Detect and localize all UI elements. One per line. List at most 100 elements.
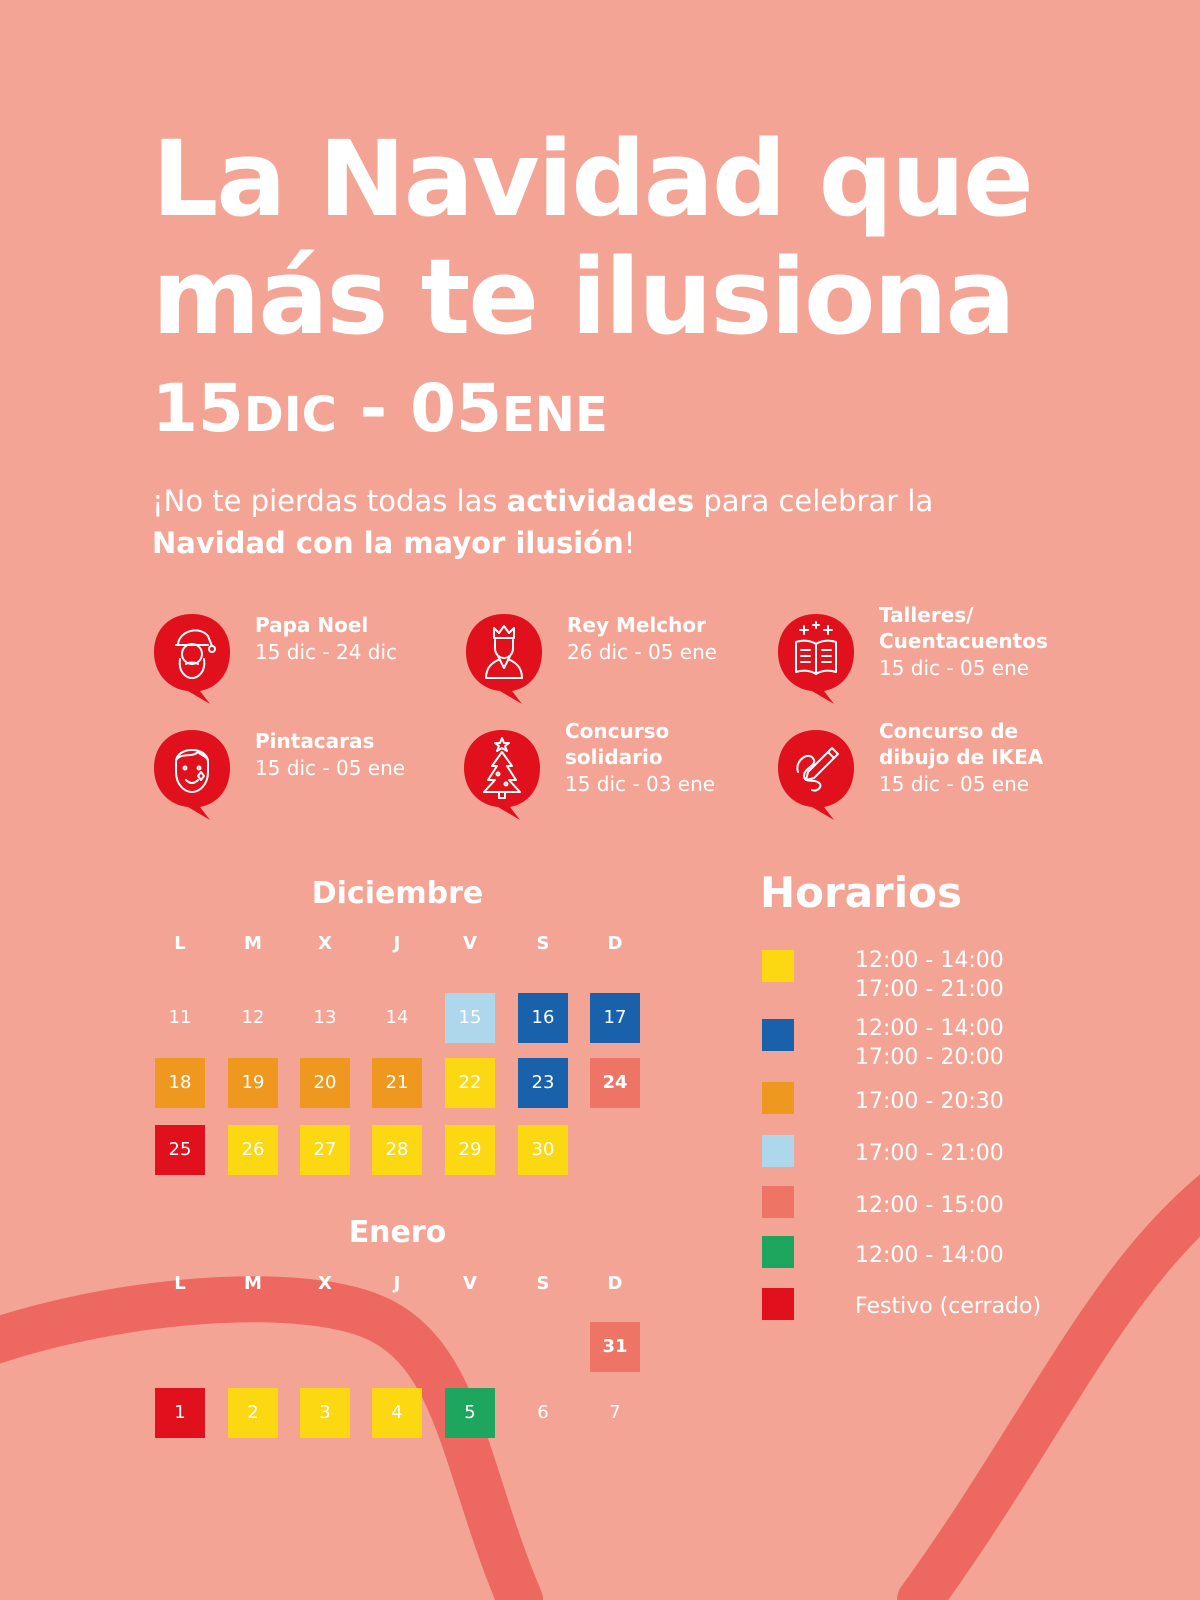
king-melchor-icon	[466, 614, 542, 704]
calendar-day-january: 1	[155, 1388, 205, 1438]
activity-name: Rey Melchor	[567, 613, 706, 637]
calendar-day-december: 24	[590, 1058, 640, 1108]
legend-hours-line: 17:00 - 21:00	[855, 977, 1004, 1002]
calendar-day-december: 22	[445, 1058, 495, 1108]
legend-hours-line: 12:00 - 15:00	[855, 1193, 1004, 1218]
legend-hours-line: Festivo (cerrado)	[855, 1294, 1042, 1319]
weekday-label: D	[607, 1273, 623, 1294]
weekday-label: J	[393, 933, 401, 954]
calendar-day-january: 4	[372, 1388, 422, 1438]
intro-bold: Navidad con la mayor ilusión	[152, 526, 624, 560]
legend-hours-line: 12:00 - 14:00	[855, 1016, 1004, 1041]
weekday-label: J	[393, 1273, 401, 1294]
activity-date: 15 dic - 05 ene	[879, 656, 1030, 680]
legend-hours: 12:00 - 14:00 17:00 - 21:00	[855, 946, 1004, 1004]
calendar-day-december: 13	[313, 1007, 337, 1028]
start-month: DIC	[243, 387, 337, 443]
calendar-day-december: 12	[241, 1007, 265, 1028]
activity-date: 15 dic - 05 ene	[255, 756, 406, 780]
weekday-label: L	[174, 1273, 186, 1294]
date-separator: -	[336, 370, 411, 447]
calendar-day-january: 31	[590, 1322, 640, 1372]
ribbon-right	[897, 1174, 1200, 1600]
legend-hours-line: 17:00 - 20:30	[855, 1089, 1004, 1114]
calendar-day-december: 25	[155, 1125, 205, 1175]
face-paint-icon	[154, 730, 230, 820]
calendar-month-december: Diciembre	[311, 876, 484, 911]
weekday-label: S	[536, 933, 550, 954]
weekday-label: X	[318, 933, 332, 954]
legend-hours-line: 12:00 - 14:00	[855, 1243, 1004, 1268]
intro-part: !	[623, 526, 636, 560]
activity-talleres-cuentacuentos: Talleres/ Cuentacuentos 15 dic - 05 ene	[776, 603, 1076, 712]
calendar-day-december: 15	[445, 993, 495, 1043]
calendar-day-december: 16	[518, 993, 568, 1043]
activity-concurso-dibujo: Concurso de dibujo de IKEA 15 dic - 05 e…	[776, 719, 1076, 828]
legend-swatch-red	[762, 1288, 794, 1320]
activity-papa-noel: Papa Noel 15 dic - 24 dic	[152, 612, 452, 712]
weekday-label: S	[536, 1273, 550, 1294]
calendar-day-december: 23	[518, 1058, 568, 1108]
ribbon-left	[0, 1276, 543, 1600]
activity-date: 15 dic - 24 dic	[255, 640, 398, 664]
weekday-label: M	[244, 933, 262, 954]
title-line-1: La Navidad que	[152, 118, 1034, 240]
legend-swatch-green	[762, 1236, 794, 1268]
open-book-icon	[778, 614, 854, 704]
weekday-label: D	[607, 933, 623, 954]
intro-part: ¡No te pierdas todas las	[152, 484, 507, 518]
calendar-day-january: 7	[609, 1402, 621, 1423]
activity-name: Concurso de dibujo de IKEA	[879, 719, 1044, 769]
activity-rey-melchor: Rey Melchor 26 dic - 05 ene	[464, 612, 764, 712]
end-day: 05	[410, 370, 503, 447]
activity-name: Papa Noel	[255, 613, 369, 637]
activity-name: Concurso solidario	[565, 719, 670, 769]
activity-date: 15 dic - 03 ene	[565, 772, 716, 796]
calendar-day-december: 11	[168, 1007, 192, 1028]
calendar-day-january: 6	[537, 1402, 549, 1423]
legend-swatch-salmon	[762, 1186, 794, 1218]
date-range: 15DIC - 05ENE	[152, 370, 608, 447]
calendar-day-december: 29	[445, 1125, 495, 1175]
activity-date: 26 dic - 05 ene	[567, 640, 718, 664]
calendar-day-december: 18	[155, 1058, 205, 1108]
calendar-day-december: 30	[518, 1125, 568, 1175]
legend-hours: 17:00 - 20:30	[855, 1087, 1004, 1116]
pencil-drawing-icon	[778, 730, 854, 820]
activity-concurso-solidario: Concurso solidario 15 dic - 03 ene	[462, 719, 762, 828]
activity-date: 15 dic - 05 ene	[879, 772, 1030, 796]
intro-bold: actividades	[506, 484, 695, 518]
calendar-day-december: 27	[300, 1125, 350, 1175]
calendar-day-december: 14	[385, 1007, 409, 1028]
activity-name: Pintacaras	[255, 729, 375, 753]
weekday-label: V	[463, 1273, 477, 1294]
calendar-day-january: 2	[228, 1388, 278, 1438]
legend-hours-line: 17:00 - 20:00	[855, 1045, 1004, 1070]
weekday-label: M	[244, 1273, 262, 1294]
page-title: La Navidad que más te ilusiona	[152, 120, 1112, 356]
calendar-day-january: 5	[445, 1388, 495, 1438]
santa-claus-icon	[154, 614, 230, 704]
legend-swatch-orange	[762, 1082, 794, 1114]
intro-part: para celebrar la	[694, 484, 934, 518]
end-month: ENE	[502, 387, 608, 443]
christmas-tree-icon	[464, 730, 540, 820]
intro-text: ¡No te pierdas todas las actividades par…	[152, 480, 1052, 564]
title-line-2: más te ilusiona	[152, 236, 1016, 358]
legend-hours: 12:00 - 14:00	[855, 1241, 1004, 1270]
legend-swatch-yellow	[762, 950, 794, 982]
calendar-day-january: 3	[300, 1388, 350, 1438]
weekday-label: V	[463, 933, 477, 954]
calendar-day-december: 26	[228, 1125, 278, 1175]
calendar-day-december: 17	[590, 993, 640, 1043]
activity-name: Talleres/ Cuentacuentos	[879, 603, 1048, 653]
legend-hours: 17:00 - 21:00	[855, 1139, 1004, 1168]
calendar-day-december: 20	[300, 1058, 350, 1108]
schedule-title: Horarios	[760, 868, 963, 917]
activity-pintacaras: Pintacaras 15 dic - 05 ene	[152, 728, 452, 828]
legend-hours-line: 12:00 - 14:00	[855, 948, 1004, 973]
legend-hours-line: 17:00 - 21:00	[855, 1141, 1004, 1166]
weekday-label: X	[318, 1273, 332, 1294]
calendar-day-december: 19	[228, 1058, 278, 1108]
